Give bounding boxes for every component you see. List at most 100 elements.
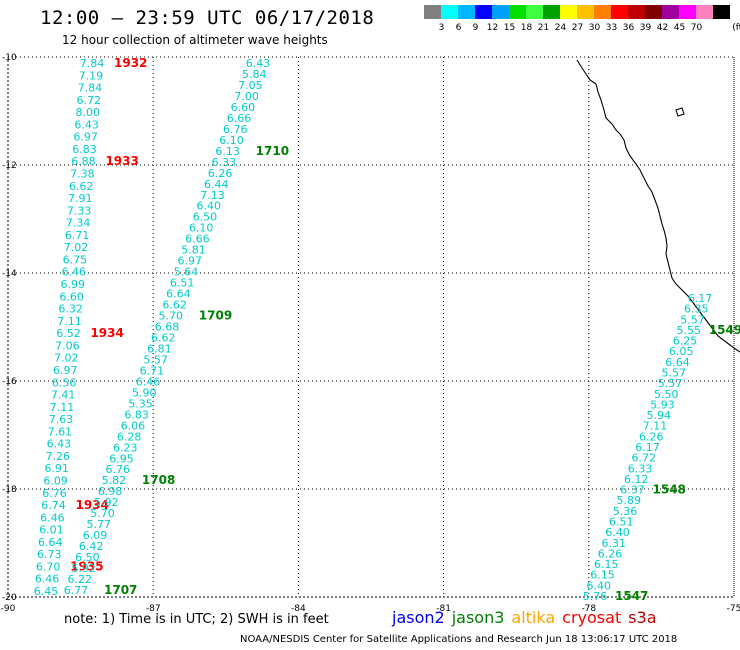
legend-altika: altika	[511, 608, 556, 627]
wave-height-label: 6.95	[109, 452, 134, 465]
wave-height-label: 6.83	[72, 143, 97, 156]
coastline	[576, 59, 740, 353]
satellite-legend: jason2 jason3 altika cryosat s3a	[392, 608, 664, 627]
wave-height-label: 7.84	[80, 57, 105, 70]
scale-label: 3	[438, 23, 445, 33]
wave-height-label: 5.90	[132, 386, 157, 399]
wave-height-label: 6.32	[58, 303, 83, 316]
wave-height-label: 6.33	[628, 462, 653, 475]
wave-height-label: 7.11	[50, 401, 75, 414]
legend-cryosat: cryosat	[562, 608, 622, 627]
wave-height-label: 7.19	[79, 69, 104, 82]
wave-height-label: 7.00	[234, 90, 259, 103]
lon-tick-label: -78	[581, 604, 596, 614]
wave-height-label: 6.81	[147, 342, 172, 355]
scale-swatch	[662, 5, 679, 19]
wave-height-label: 6.76	[42, 487, 67, 500]
scale-swatch	[492, 5, 509, 19]
wave-height-label: 6.62	[162, 299, 187, 312]
wave-height-label: 6.60	[59, 290, 84, 303]
wave-height-label: 7.06	[55, 339, 80, 352]
legend-s3a: s3a	[628, 608, 657, 627]
scale-swatch	[696, 5, 713, 19]
island-outline	[675, 107, 685, 117]
wave-height-label: 6.88	[71, 155, 96, 168]
wave-height-label: 6.40	[196, 200, 221, 213]
wave-height-label: 6.52	[56, 327, 81, 340]
scale-swatch	[645, 5, 662, 19]
lon-tick-label: -87	[146, 604, 161, 614]
lat-tick-label: -18	[2, 485, 17, 495]
scale-label: 6	[455, 23, 462, 33]
wave-height-label: 6.51	[609, 516, 634, 529]
wave-height-label: 5.84	[242, 68, 267, 81]
wave-height-label: 6.97	[178, 255, 203, 268]
lat-tick-label: -14	[2, 269, 17, 279]
wave-height-label: 5.76	[583, 590, 608, 603]
wave-height-label: 6.43	[74, 118, 99, 131]
wave-height-label: 6.26	[208, 167, 233, 180]
wave-height-label: 7.02	[54, 352, 79, 365]
wave-height-label: 6.60	[231, 101, 256, 114]
wave-height-label: 6.72	[632, 452, 657, 465]
pass-time-label: 1710	[256, 144, 289, 158]
wave-height-label: 6.37	[620, 484, 645, 497]
pass-time-label: 1549	[709, 323, 740, 337]
wave-height-label: 7.38	[70, 168, 95, 181]
wave-height-label: 6.70	[36, 560, 61, 573]
wave-height-label: 6.51	[170, 277, 195, 290]
wave-height-label: 6.09	[43, 474, 68, 487]
wave-height-label: 5.70	[159, 310, 184, 323]
wave-height-label: 7.34	[66, 217, 91, 230]
scale-swatch	[713, 5, 730, 19]
wave-height-label: 5.64	[174, 266, 199, 279]
legend-jason3: jason3	[451, 608, 505, 627]
map-grid: -90 -87 -84 -81 -78 -75 -10 -12 -14 -16 -18 -20	[1, 53, 740, 614]
wave-height-label: 6.75	[63, 253, 88, 266]
wave-height-label: 6.91	[44, 462, 69, 475]
wave-height-label: 6.26	[639, 430, 664, 443]
wave-height-label: 6.10	[219, 134, 244, 147]
wave-height-label: 7.13	[200, 189, 225, 202]
wave-height-label: 5.50	[654, 388, 679, 401]
wave-height-label: 6.62	[151, 331, 176, 344]
wave-height-label: 6.25	[673, 335, 698, 348]
wave-height-label: 7.26	[46, 450, 71, 463]
scale-swatch	[560, 5, 577, 19]
satellite-pass-3: 6.176.355.575.556.256.056.645.575.575.50…	[583, 292, 740, 603]
scale-label: 45	[673, 23, 686, 33]
scale-label: 9	[472, 23, 479, 33]
wave-height-label: 8.00	[75, 106, 100, 119]
wave-height-label: 6.71	[65, 229, 90, 242]
wave-height-label: 6.10	[189, 222, 214, 235]
wave-height-label: 6.97	[53, 364, 78, 377]
wave-height-label: 7.33	[67, 204, 92, 217]
wave-height-label: 6.76	[105, 463, 130, 476]
wave-height-label: 5.81	[181, 244, 206, 257]
pass-time-label: 1934	[90, 326, 123, 340]
wave-height-label: 6.73	[37, 548, 62, 561]
wave-height-label: 6.71	[140, 364, 165, 377]
scale-swatch	[441, 5, 458, 19]
scale-swatch	[509, 5, 526, 19]
wave-height-label: 6.17	[635, 441, 660, 454]
legend-jason2: jason2	[392, 608, 445, 627]
scale-label: 33	[605, 23, 618, 33]
wave-height-label: 5.36	[613, 505, 638, 518]
wave-height-label: 6.46	[35, 573, 60, 586]
lon-tick-label: -75	[727, 604, 740, 614]
wave-height-label: 6.50	[75, 551, 100, 564]
scale-label: 21	[537, 23, 550, 33]
wave-height-label: 6.31	[602, 537, 627, 550]
wave-height-label: 6.17	[688, 292, 713, 305]
lat-tick-label: -16	[2, 377, 17, 387]
wave-height-label: 6.56	[52, 376, 77, 389]
wave-height-label: 6.33	[212, 156, 237, 169]
pass-time-label: 1933	[105, 154, 138, 168]
wave-height-label: 6.46	[136, 375, 161, 388]
wave-height-label: 7.41	[51, 389, 76, 402]
wave-height-label: 5.55	[677, 324, 702, 337]
scale-swatch	[543, 5, 560, 19]
altimeter-passes: 7.847.197.846.728.006.436.976.836.887.38…	[34, 56, 740, 603]
